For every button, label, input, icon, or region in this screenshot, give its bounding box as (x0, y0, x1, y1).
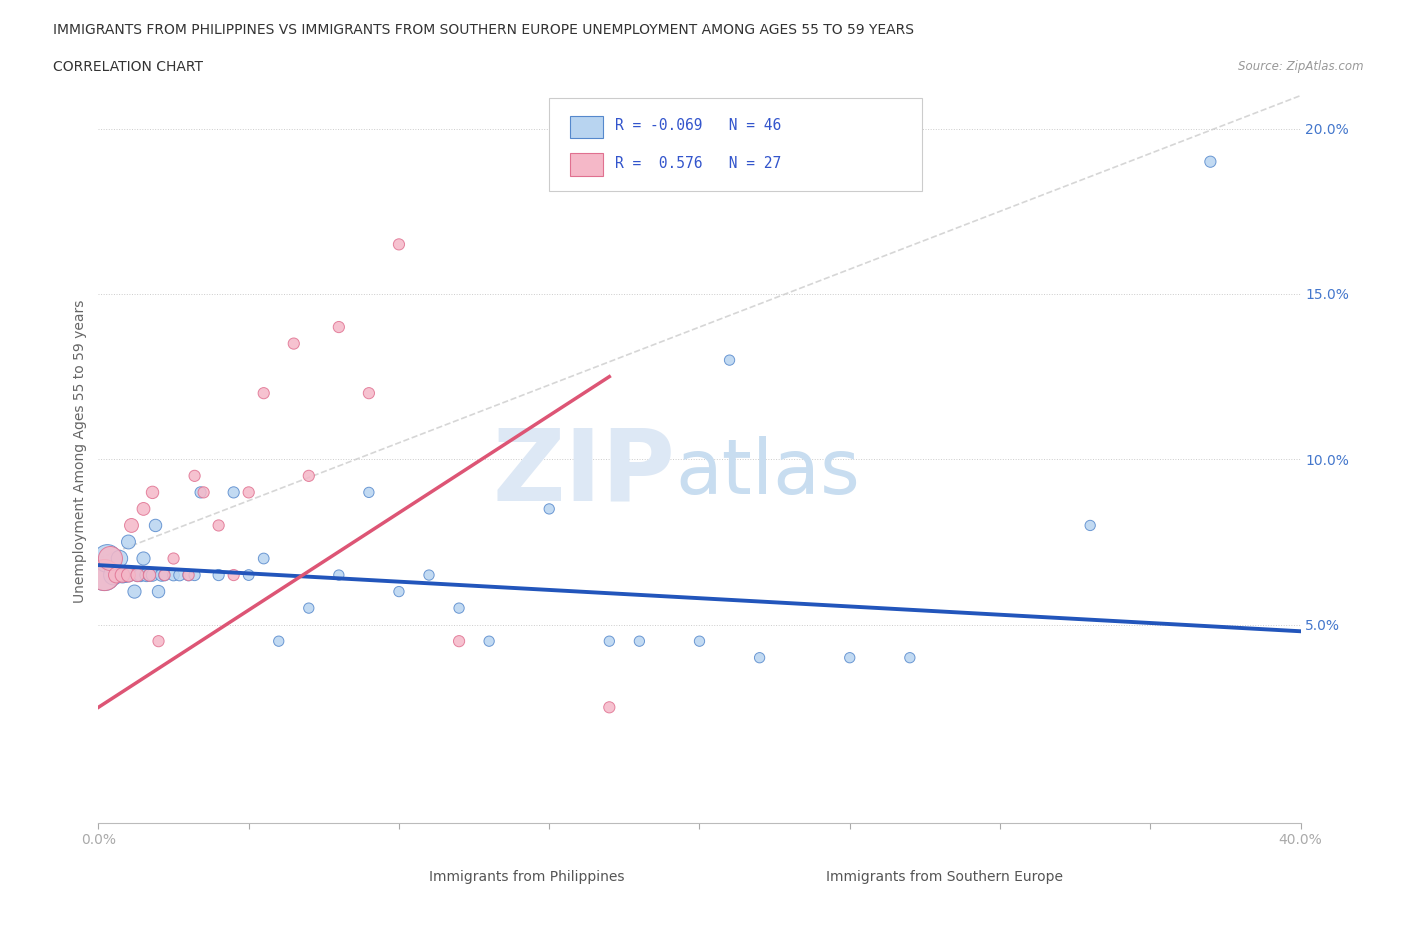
Point (117, 567, 139, 582)
Point (838, 650, 860, 665)
Point (114, 567, 136, 582)
Point (418, 567, 440, 582)
Point (103, 567, 125, 582)
Point (190, 485, 212, 499)
Point (688, 633, 710, 648)
Text: ZIP: ZIP (492, 425, 675, 522)
Text: Immigrants from Southern Europe: Immigrants from Southern Europe (825, 870, 1063, 884)
FancyBboxPatch shape (550, 98, 922, 191)
Bar (783, 863, 814, 892)
Point (127, 567, 149, 582)
Y-axis label: Unemployment Among Ages 55 to 59 years: Unemployment Among Ages 55 to 59 years (73, 299, 87, 603)
Bar (569, 115, 603, 138)
Text: R =  0.576   N = 27: R = 0.576 N = 27 (616, 156, 782, 171)
Point (238, 485, 260, 499)
Text: IMMIGRANTS FROM PHILIPPINES VS IMMIGRANTS FROM SOUTHERN EUROPE UNEMPLOYMENT AMON: IMMIGRANTS FROM PHILIPPINES VS IMMIGRANT… (53, 23, 914, 37)
Point (208, 518, 231, 533)
Point (238, 567, 260, 582)
Point (96, 551, 118, 566)
Point (748, 650, 770, 665)
Point (93, 567, 115, 582)
Point (132, 551, 155, 566)
Point (1199, 154, 1222, 169)
Bar (387, 863, 418, 892)
Point (148, 633, 170, 648)
Point (135, 567, 157, 582)
Text: atlas: atlas (675, 436, 860, 511)
Point (388, 584, 411, 599)
Text: Immigrants from Philippines: Immigrants from Philippines (429, 870, 624, 884)
Point (162, 567, 184, 582)
Point (169, 567, 191, 582)
Point (121, 518, 143, 533)
Point (718, 352, 741, 367)
Point (328, 320, 350, 335)
Point (177, 567, 200, 582)
Point (177, 567, 200, 582)
Point (108, 551, 131, 566)
Point (898, 650, 921, 665)
Point (148, 584, 170, 599)
Point (222, 485, 245, 499)
Point (298, 601, 321, 616)
Point (598, 700, 620, 715)
Point (141, 567, 163, 582)
Point (105, 567, 128, 582)
Point (328, 567, 350, 582)
Point (127, 567, 149, 582)
Point (138, 567, 160, 582)
Point (267, 633, 290, 648)
Point (124, 584, 146, 599)
Point (447, 633, 470, 648)
Point (141, 485, 163, 499)
Point (208, 567, 231, 582)
Point (132, 501, 155, 516)
Point (357, 485, 380, 499)
Point (150, 567, 173, 582)
Point (478, 633, 501, 648)
Point (117, 567, 139, 582)
Bar (569, 153, 603, 176)
Point (162, 551, 184, 566)
Point (283, 336, 305, 351)
Point (138, 567, 160, 582)
Point (1078, 518, 1101, 533)
Point (129, 567, 152, 582)
Point (628, 633, 651, 648)
Text: R = -0.069   N = 46: R = -0.069 N = 46 (616, 118, 782, 133)
Point (183, 567, 205, 582)
Point (298, 469, 321, 484)
Point (153, 567, 176, 582)
Point (145, 518, 167, 533)
Point (253, 551, 276, 566)
Point (253, 386, 276, 401)
Point (193, 485, 215, 499)
Point (100, 551, 122, 566)
Point (388, 237, 411, 252)
Point (538, 501, 561, 516)
Point (598, 633, 620, 648)
Point (357, 386, 380, 401)
Text: CORRELATION CHART: CORRELATION CHART (53, 60, 204, 74)
Point (117, 535, 139, 550)
Point (93, 567, 115, 582)
Text: Source: ZipAtlas.com: Source: ZipAtlas.com (1239, 60, 1364, 73)
Point (183, 469, 205, 484)
Point (222, 567, 245, 582)
Point (153, 567, 176, 582)
Point (447, 601, 470, 616)
Point (111, 567, 134, 582)
Point (111, 567, 134, 582)
